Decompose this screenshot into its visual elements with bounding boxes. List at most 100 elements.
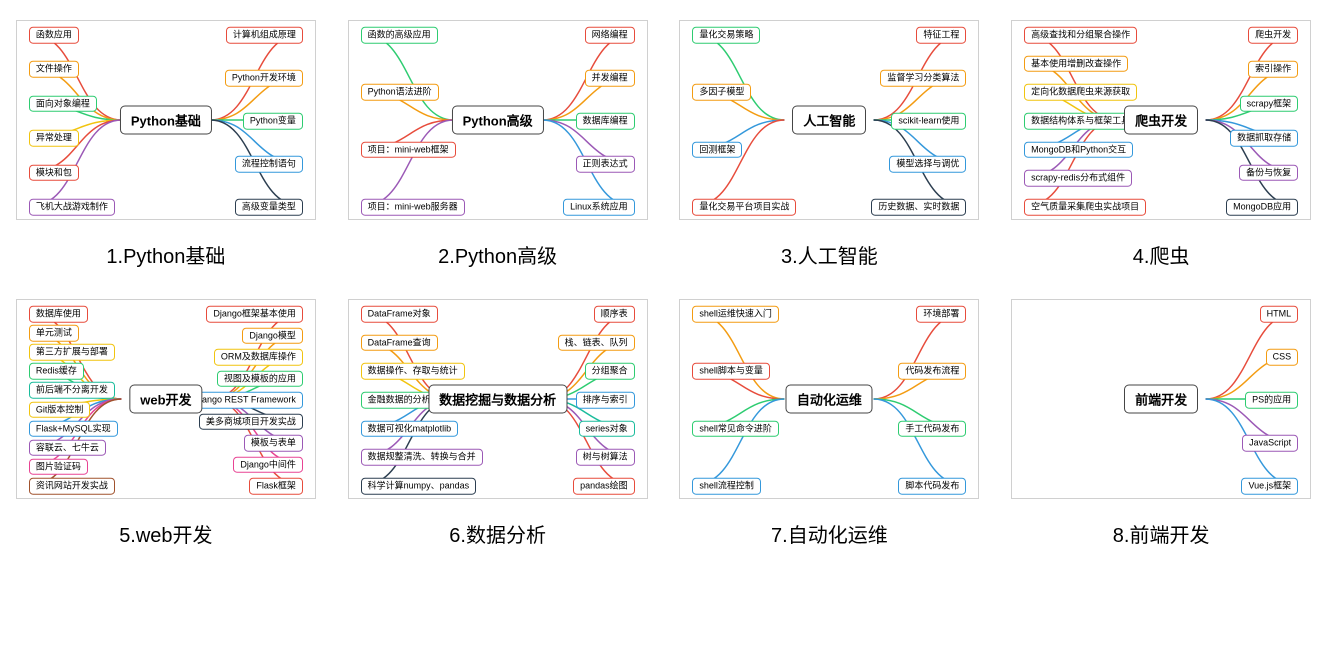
mindmap-leaf: 函数的高级应用 bbox=[361, 27, 438, 44]
mindmap-card: 数据库使用单元测试第三方扩展与部署Redis缓存前后端不分离开发Git版本控制F… bbox=[16, 299, 316, 499]
mindmap-leaf: Django中间件 bbox=[233, 456, 303, 473]
mindmap-leaf: 面向对象编程 bbox=[29, 96, 97, 113]
mindmap-leaf: 多因子模型 bbox=[692, 84, 751, 101]
mindmap-leaf: DataFrame对象 bbox=[361, 306, 438, 323]
mindmap-leaf: Django REST Framework bbox=[187, 392, 303, 409]
mindmap-leaf: 文件操作 bbox=[29, 61, 79, 78]
mindmap-leaf: 正则表达式 bbox=[576, 156, 635, 173]
mindmap-leaf: 量化交易平台项目实战 bbox=[692, 199, 796, 216]
mindmap-leaf: 数据操作、存取与统计 bbox=[361, 363, 465, 380]
mindmap-leaf: Git版本控制 bbox=[29, 401, 91, 418]
mindmap-caption: 3.人工智能 bbox=[781, 240, 878, 269]
mindmap-leaf: 科学计算numpy、pandas bbox=[361, 478, 477, 495]
mindmap-cell-python-advanced: 函数的高级应用 Python语法进阶项目：mini-web框架项目：mini-we… bbox=[342, 20, 654, 269]
mindmap-leaf: Flask框架 bbox=[249, 478, 303, 495]
mindmap-card: DataFrame对象DataFrame查询数据操作、存取与统计金融数据的分析和… bbox=[348, 299, 648, 499]
mindmap-cell-devops: shell运维快速入门shell脚本与变量shell常见命令进阶shell流程控… bbox=[674, 299, 986, 548]
mindmap-leaf: 模型选择与调优 bbox=[889, 156, 966, 173]
mindmap-caption: 7.自动化运维 bbox=[771, 519, 888, 548]
mindmap-leaf: 数据规整清洗、转换与合并 bbox=[361, 449, 483, 466]
mindmap-leaf: 高级变量类型 bbox=[235, 199, 303, 216]
mindmap-leaf: DataFrame查询 bbox=[361, 334, 438, 351]
mindmap-leaf: 历史数据、实时数据 bbox=[871, 199, 966, 216]
mindmap-leaf: 前后端不分离开发 bbox=[29, 382, 115, 399]
mindmap-leaf: 树与树算法 bbox=[576, 449, 635, 466]
mindmap-leaf: 数据抓取存储 bbox=[1230, 130, 1298, 147]
mindmap-cell-web-dev: 数据库使用单元测试第三方扩展与部署Redis缓存前后端不分离开发Git版本控制F… bbox=[10, 299, 322, 548]
mindmap-leaf: ORM及数据库操作 bbox=[214, 349, 303, 366]
mindmap-center: 数据挖掘与数据分析 bbox=[428, 385, 567, 414]
mindmap-leaf: 数据库使用 bbox=[29, 306, 88, 323]
mindmap-leaf: scrapy-redis分布式组件 bbox=[1024, 170, 1132, 187]
mindmap-leaf: CSS bbox=[1266, 349, 1299, 366]
mindmap-leaf: 异常处理 bbox=[29, 130, 79, 147]
mindmap-leaf: 项目：mini-web框架 bbox=[361, 141, 456, 158]
mindmap-leaf: scrapy框架 bbox=[1240, 96, 1299, 113]
mindmap-caption: 8.前端开发 bbox=[1113, 519, 1210, 548]
mindmap-leaf: 备份与恢复 bbox=[1239, 164, 1298, 181]
mindmap-leaf: 回测框架 bbox=[692, 141, 742, 158]
mindmap-leaf: Flask+MySQL实现 bbox=[29, 420, 118, 437]
mindmap-caption: 6.数据分析 bbox=[449, 519, 546, 548]
mindmap-leaf: Redis缓存 bbox=[29, 363, 84, 380]
mindmap-leaf: 第三方扩展与部署 bbox=[29, 344, 115, 361]
mindmap-caption: 5.web开发 bbox=[119, 519, 212, 548]
mindmap-leaf: 分组聚合 bbox=[585, 363, 635, 380]
mindmap-center: 人工智能 bbox=[792, 106, 866, 135]
mindmap-cell-ai: 量化交易策略多因子模型回测框架量化交易平台项目实战特征工程监督学习分类算法sci… bbox=[674, 20, 986, 269]
mindmap-leaf: 模块和包 bbox=[29, 164, 79, 181]
mindmap-leaf: 视图及模板的应用 bbox=[217, 370, 303, 387]
mindmap-center: Python基础 bbox=[120, 106, 212, 135]
mindmap-leaf: 项目：mini-web服务器 bbox=[361, 199, 465, 216]
mindmap-leaf: 定向化数据爬虫来源获取 bbox=[1024, 84, 1137, 101]
mindmap-caption: 1.Python基础 bbox=[106, 240, 225, 269]
mindmap-leaf: 函数应用 bbox=[29, 27, 79, 44]
mindmap-leaf: 数据库编程 bbox=[576, 113, 635, 130]
mindmap-leaf: 高级查找和分组聚合操作 bbox=[1024, 27, 1137, 44]
mindmap-leaf: 资讯网站开发实战 bbox=[29, 478, 115, 495]
mindmap-leaf: Django模型 bbox=[242, 327, 303, 344]
mindmap-leaf: HTML bbox=[1260, 306, 1299, 323]
mindmap-leaf: 模板与表单 bbox=[244, 435, 303, 452]
mindmap-leaf: 容联云、七牛云 bbox=[29, 439, 106, 456]
mindmap-leaf: 网络编程 bbox=[585, 27, 635, 44]
mindmap-leaf: 数据可视化matplotlib bbox=[361, 420, 459, 437]
mindmap-leaf: 量化交易策略 bbox=[692, 27, 760, 44]
mindmap-leaf: shell脚本与变量 bbox=[692, 363, 770, 380]
mindmap-leaf: Python变量 bbox=[243, 113, 303, 130]
mindmap-leaf: Linux系统应用 bbox=[563, 199, 635, 216]
mindmap-center: web开发 bbox=[129, 385, 202, 414]
mindmap-leaf: Python开发环境 bbox=[225, 70, 303, 87]
mindmap-leaf: 流程控制语句 bbox=[235, 156, 303, 173]
mindmap-leaf: 顺序表 bbox=[594, 306, 635, 323]
mindmap-grid: 函数应用文件操作面向对象编程异常处理模块和包飞机大战游戏制作 计算机组成原理 Pyt… bbox=[10, 20, 1317, 548]
mindmap-leaf: 数据结构体系与框架工具 bbox=[1024, 113, 1137, 130]
mindmap-leaf: 图片验证码 bbox=[29, 459, 88, 476]
mindmap-card: shell运维快速入门shell脚本与变量shell常见命令进阶shell流程控… bbox=[679, 299, 979, 499]
mindmap-cell-frontend: HTMLCSSPS的应用JavaScriptVue.js框架前端开发8.前端开发 bbox=[1005, 299, 1317, 548]
mindmap-leaf: 飞机大战游戏制作 bbox=[29, 199, 115, 216]
mindmap-leaf: 监督学习分类算法 bbox=[880, 70, 966, 87]
mindmap-center: 前端开发 bbox=[1124, 385, 1198, 414]
mindmap-leaf: Django框架基本使用 bbox=[206, 306, 303, 323]
mindmap-card: 高级查找和分组聚合操作基本使用增删改查操作定向化数据爬虫来源获取数据结构体系与框… bbox=[1011, 20, 1311, 220]
mindmap-card: 量化交易策略多因子模型回测框架量化交易平台项目实战特征工程监督学习分类算法sci… bbox=[679, 20, 979, 220]
mindmap-leaf: 栈、链表、队列 bbox=[558, 334, 635, 351]
mindmap-leaf: series对象 bbox=[579, 420, 635, 437]
mindmap-leaf: shell流程控制 bbox=[692, 478, 761, 495]
mindmap-leaf: 脚本代码发布 bbox=[898, 478, 966, 495]
mindmap-leaf: MongoDB应用 bbox=[1226, 199, 1298, 216]
mindmap-cell-python-basics: 函数应用文件操作面向对象编程异常处理模块和包飞机大战游戏制作 计算机组成原理 Pyt… bbox=[10, 20, 322, 269]
mindmap-leaf: 基本使用增删改查操作 bbox=[1024, 55, 1128, 72]
mindmap-card: 函数的高级应用 Python语法进阶项目：mini-web框架项目：mini-we… bbox=[348, 20, 648, 220]
mindmap-leaf: 并发编程 bbox=[585, 70, 635, 87]
mindmap-leaf: 美多商城项目开发实战 bbox=[199, 413, 303, 430]
mindmap-leaf: Python语法进阶 bbox=[361, 84, 439, 101]
mindmap-center: 自动化运维 bbox=[786, 385, 873, 414]
mindmap-card: 函数应用文件操作面向对象编程异常处理模块和包飞机大战游戏制作 计算机组成原理 Pyt… bbox=[16, 20, 316, 220]
mindmap-leaf: shell运维快速入门 bbox=[692, 306, 779, 323]
mindmap-leaf: 计算机组成原理 bbox=[226, 27, 303, 44]
mindmap-leaf: PS的应用 bbox=[1245, 392, 1298, 409]
mindmap-leaf: 空气质量采集爬虫实战项目 bbox=[1024, 199, 1146, 216]
mindmap-leaf: 代码发布流程 bbox=[898, 363, 966, 380]
